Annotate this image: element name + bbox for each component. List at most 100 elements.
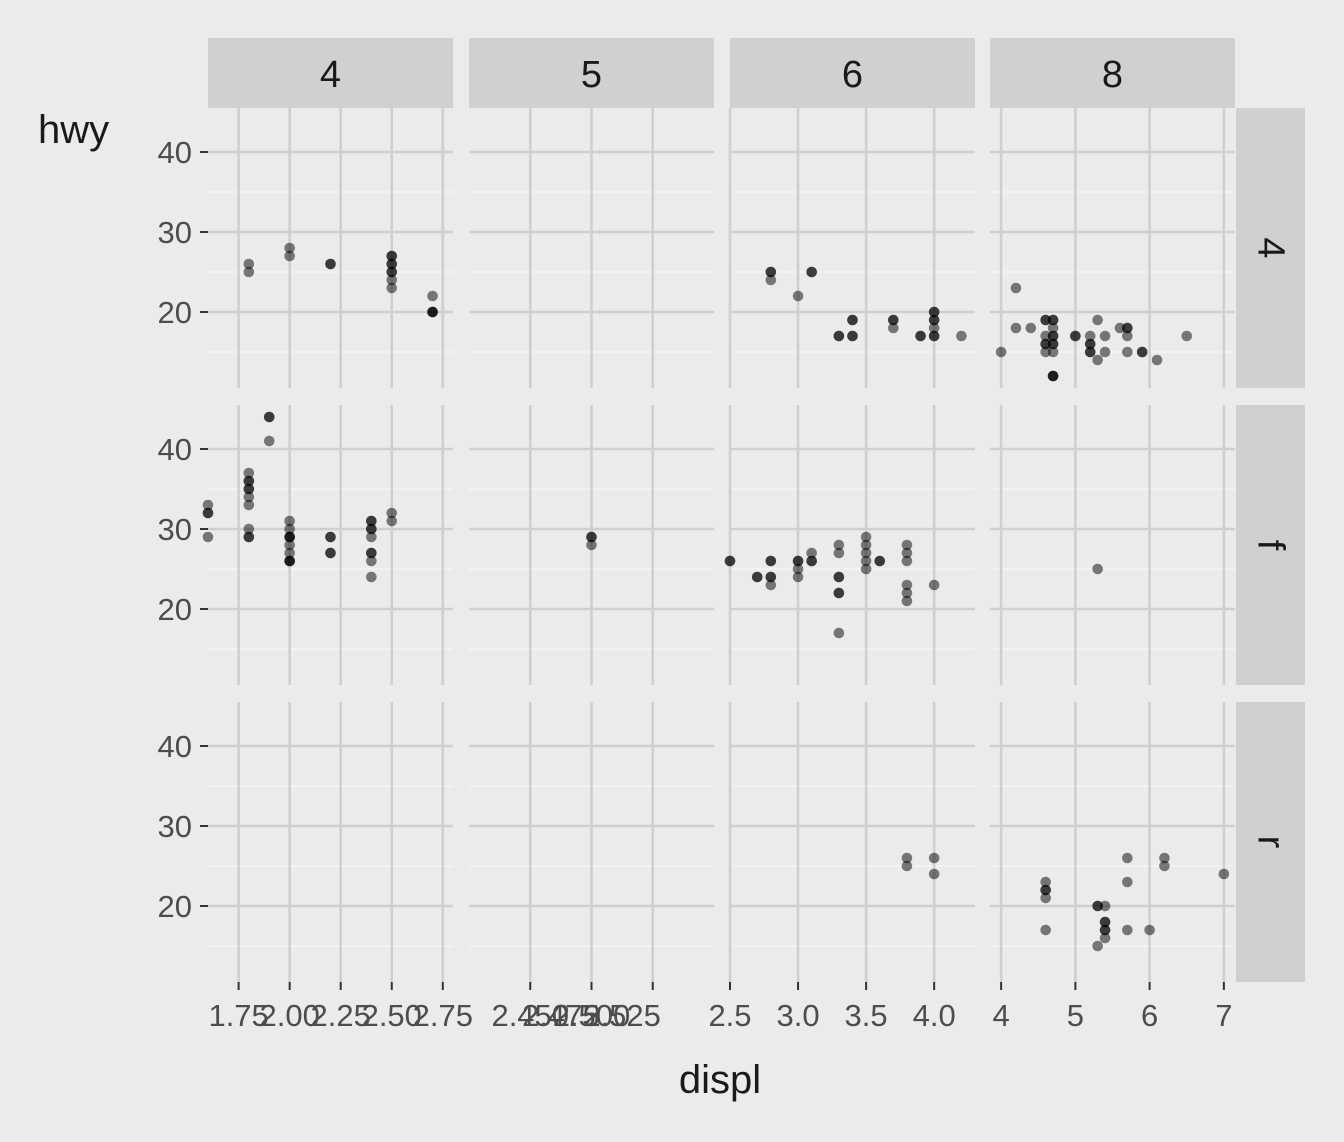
data-point [1047,322,1059,334]
data-point [792,290,804,302]
panel-4-r [208,702,453,982]
data-point [1122,330,1133,342]
data-point [928,330,940,342]
data-point [366,531,377,543]
data-point [901,555,913,567]
panel-background [730,405,975,685]
panel-5-4 [469,108,714,388]
data-point [586,539,597,551]
x-tick-label: 2.5 [708,998,751,1033]
data-point [1047,338,1059,350]
data-point [284,547,295,559]
data-point [901,587,913,599]
data-point [1218,868,1230,880]
data-point [792,571,804,583]
data-point [833,547,845,559]
data-point [386,274,398,286]
strip-background [730,38,975,108]
data-point [243,266,255,278]
panel-4-4 [208,108,453,388]
data-point [928,868,940,880]
strip-background [1236,108,1305,388]
data-point [1040,924,1051,936]
data-point [806,547,817,559]
axes-layer: 20 30 40 20 30 40 20 30 40 1.752.002.252.502.75 2.… [158,135,1233,1033]
data-point [860,555,872,567]
data-point [366,571,377,583]
data-point [1084,346,1096,358]
strip-label: 5 [581,54,602,96]
panel-6-f [724,405,975,685]
strip-label: 4 [1250,237,1292,258]
data-point [284,523,295,535]
data-point [1144,924,1155,936]
data-point [1084,330,1096,342]
data-point [1099,346,1111,358]
strip-label: r [1250,836,1292,849]
strip-col-4: 4 [208,38,453,108]
panel-background [730,108,975,388]
data-point [386,250,398,262]
strip-background [1236,702,1305,982]
data-point [1122,924,1133,936]
x-tick-label: 6 [1141,998,1158,1033]
y-tick-label: 40 [158,432,192,467]
data-point [586,531,597,543]
data-point [1099,330,1111,342]
data-point [1040,892,1051,904]
strip-row-4: 4 [1236,108,1305,388]
strip-background [1236,405,1305,685]
strip-row-r: r [1236,702,1305,982]
data-point [751,571,763,583]
panel-background [990,702,1235,982]
x-tick-label: 5 [1067,998,1084,1033]
data-point [325,258,336,270]
data-point [1040,330,1051,342]
data-point [1040,338,1051,350]
data-point [1040,314,1051,326]
panel-8-r [990,702,1235,982]
data-point [765,266,777,278]
x-axis-title: displ [679,1058,761,1102]
data-point [1114,322,1126,334]
x-tick-label: 3.0 [777,998,820,1033]
data-point [243,258,255,270]
panel-background [208,108,453,388]
data-point [860,563,872,575]
data-point [1099,924,1111,936]
strip-label: 6 [842,54,863,96]
data-point [792,555,804,567]
data-point [765,579,777,591]
data-point [325,547,336,559]
x-tick-label: 2.450 [491,998,569,1033]
strip-label: 4 [320,54,341,96]
data-point [833,330,845,342]
data-point [847,314,858,326]
y-tick-label: 30 [158,809,192,844]
panel-8-4 [990,108,1235,388]
strip-col-5: 5 [469,38,714,108]
data-point [806,266,817,278]
data-point [901,852,913,864]
data-point [1070,330,1081,342]
data-point [928,314,940,326]
data-point [427,290,438,302]
data-point [366,523,377,535]
data-point [325,531,336,543]
y-axis-title: hwy [38,108,109,152]
data-point [860,547,872,559]
strip-background [208,38,453,108]
data-point [928,579,940,591]
data-point [284,515,295,527]
data-point [1047,314,1059,326]
data-point [888,314,899,326]
data-point [1092,940,1103,952]
data-point [243,523,255,535]
data-point [1136,346,1148,358]
x-tick-label: 2.475 [522,998,600,1033]
data-point [263,411,275,423]
panel-background [990,108,1235,388]
x-tick-label: 2.75 [413,998,473,1033]
data-point [1159,860,1170,872]
strip-label: 8 [1102,54,1123,96]
